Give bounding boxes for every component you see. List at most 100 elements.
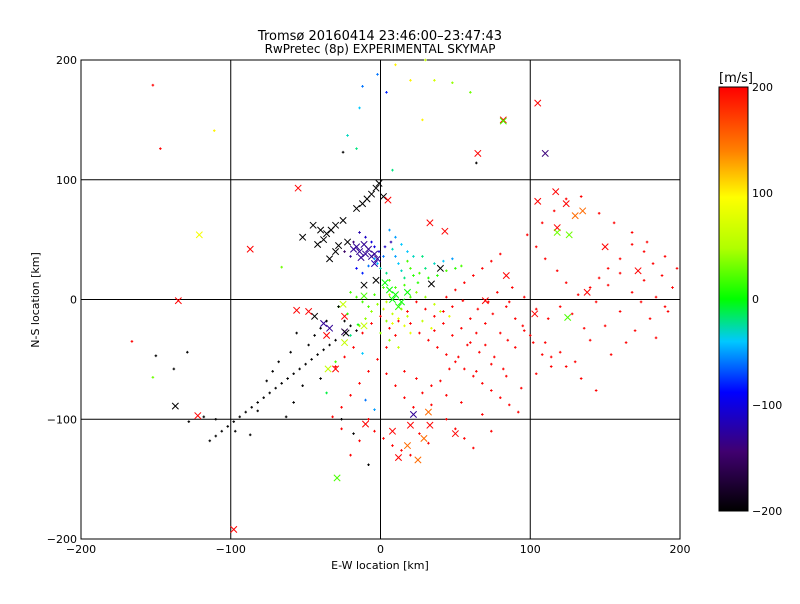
data-point-plus (349, 255, 352, 258)
data-point-cross (564, 313, 572, 322)
data-point-plus (379, 314, 382, 318)
data-point-plus (397, 319, 400, 323)
data-point-plus (391, 247, 394, 251)
data-point-plus (442, 322, 445, 325)
data-point-plus (418, 271, 421, 275)
data-point-plus (364, 398, 367, 402)
data-point-cross (391, 291, 400, 299)
data-point-plus (373, 293, 376, 297)
data-point-cross (326, 255, 334, 263)
data-point-plus (472, 374, 475, 378)
data-point-plus (284, 415, 288, 419)
data-point-plus (361, 352, 364, 355)
data-point-plus (424, 58, 427, 62)
data-point-cross (372, 184, 380, 192)
colorbar-tick-layer: 200 100 0 −100 −200 (752, 81, 782, 518)
point-layer (130, 58, 679, 533)
data-point-plus (341, 150, 345, 154)
data-point-plus (618, 310, 622, 313)
data-point-cross (332, 248, 340, 256)
data-point-plus (491, 312, 495, 316)
data-point-cross (372, 276, 380, 284)
data-point-plus (412, 405, 415, 409)
data-point-plus (442, 259, 445, 263)
data-point-plus (510, 286, 514, 289)
data-point-cross (385, 286, 394, 294)
data-point-cross (317, 226, 325, 234)
data-point-plus (271, 370, 274, 373)
data-point-cross (384, 196, 392, 204)
data-point-plus (340, 417, 343, 421)
data-point-plus (427, 338, 430, 342)
data-point-plus (256, 409, 260, 413)
data-point-plus (445, 394, 448, 397)
data-point-cross (420, 434, 428, 442)
data-point-plus (376, 302, 379, 306)
data-point-plus (493, 355, 496, 359)
data-point-cross (360, 281, 368, 289)
data-point-plus (481, 413, 484, 416)
data-point-plus (361, 271, 364, 275)
data-point-cross (339, 216, 347, 225)
data-point-plus (388, 228, 391, 232)
data-point-cross (171, 402, 179, 410)
data-point-plus (409, 295, 412, 299)
data-point-plus (208, 439, 212, 443)
data-point-cross (534, 197, 542, 205)
y-tick-label: −200 (47, 533, 77, 546)
data-point-plus (292, 401, 295, 404)
data-point-plus (424, 295, 427, 299)
data-point-plus (382, 307, 385, 311)
data-point-cross (451, 430, 459, 438)
data-point-plus (424, 267, 427, 270)
data-point-plus (250, 405, 254, 409)
data-point-cross (481, 297, 489, 305)
data-point-cross (327, 226, 335, 234)
colorbar (718, 86, 749, 512)
data-point-plus (427, 276, 430, 280)
data-point-plus (400, 269, 403, 273)
data-point-plus (382, 437, 385, 440)
x-tick-label: −200 (66, 543, 96, 556)
data-point-plus (373, 257, 376, 261)
data-point-cross (426, 421, 434, 429)
data-point-cross (320, 236, 328, 244)
data-point-plus (325, 391, 328, 395)
data-point-cross (314, 240, 322, 248)
data-point-plus (412, 274, 415, 277)
data-point-plus (454, 360, 457, 364)
data-point-cross (379, 192, 388, 201)
data-point-plus (461, 299, 465, 302)
data-point-plus (460, 326, 463, 330)
data-point-plus (639, 300, 643, 304)
data-point-plus (448, 367, 451, 371)
data-point-plus (361, 300, 364, 304)
data-point-plus (475, 370, 478, 373)
colorbar-tick-label: 100 (752, 187, 773, 200)
x-axis-label: E-W location [km] (331, 559, 429, 572)
data-point-plus (376, 358, 379, 361)
data-point-cross (499, 117, 507, 125)
data-point-plus (418, 432, 421, 435)
data-point-plus (349, 334, 352, 337)
data-point-plus (340, 405, 343, 409)
data-point-plus (394, 63, 397, 67)
data-point-plus (445, 295, 448, 299)
data-point-plus (451, 257, 454, 261)
data-point-cross (634, 267, 642, 275)
data-point-plus (499, 396, 502, 399)
data-point-plus (328, 343, 331, 347)
data-point-plus (394, 286, 397, 289)
data-point-cross (397, 298, 406, 306)
data-point-plus (403, 396, 406, 399)
data-point-plus (403, 370, 406, 373)
data-point-plus (262, 396, 265, 399)
data-point-cross (299, 233, 307, 241)
data-point-plus (475, 161, 478, 165)
data-point-cross (414, 456, 422, 464)
data-point-plus (507, 300, 511, 304)
data-point-plus (409, 331, 412, 335)
data-point-plus (651, 262, 655, 265)
data-point-plus (576, 293, 580, 297)
data-point-plus (642, 250, 646, 253)
